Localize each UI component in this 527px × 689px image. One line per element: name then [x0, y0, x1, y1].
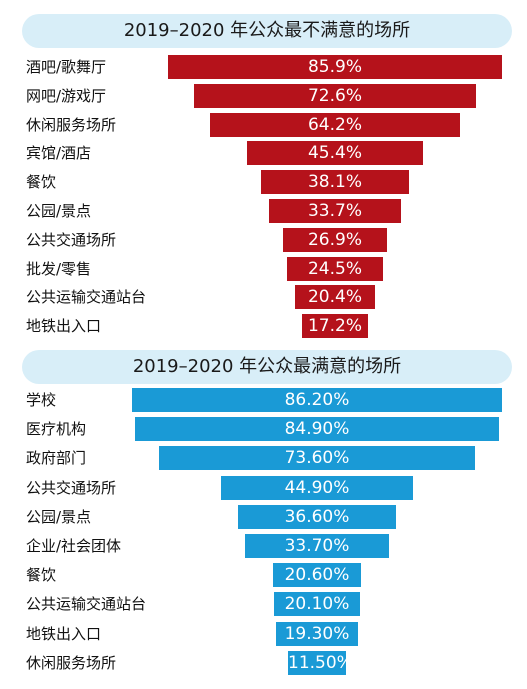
bar: 26.9%	[282, 227, 388, 252]
bar: 17.2%	[301, 314, 369, 339]
category-label: 宾馆/酒店	[26, 144, 92, 163]
category-label: 休闲服务场所	[26, 653, 117, 672]
category-label: 公共运输交通站台	[26, 595, 147, 614]
category-label: 公园/景点	[26, 507, 92, 526]
category-label: 地铁出入口	[26, 624, 102, 643]
bar: 85.9%	[168, 55, 502, 79]
bar: 20.60%	[272, 563, 362, 588]
chart-title: 2019–2020 年公众最满意的场所	[22, 350, 512, 384]
category-label: 公共交通场所	[26, 230, 117, 249]
category-label: 餐饮	[26, 566, 57, 585]
bar: 24.5%	[287, 256, 383, 281]
bar: 33.7%	[269, 199, 401, 223]
bar: 72.6%	[193, 83, 477, 108]
category-label: 休闲服务场所	[26, 115, 117, 134]
bar: 73.60%	[159, 446, 475, 471]
bar: 20.10%	[273, 592, 361, 617]
category-label: 地铁出入口	[26, 317, 102, 336]
category-label: 企业/社会团体	[26, 537, 122, 555]
bar: 38.1%	[260, 170, 410, 195]
category-label: 政府部门	[26, 449, 87, 468]
category-label: 公共交通场所	[26, 478, 117, 497]
category-label: 网吧/游戏厅	[26, 86, 107, 105]
bar: 19.30%	[275, 621, 359, 646]
category-label: 餐饮	[26, 173, 57, 192]
bar: 36.60%	[238, 504, 396, 529]
bar: 45.4%	[246, 141, 424, 166]
bar: 11.50%	[288, 650, 353, 675]
category-label: 学校	[26, 391, 57, 409]
bar: 84.90%	[134, 417, 500, 442]
bar: 20.4%	[295, 285, 375, 310]
category-label: 医疗机构	[26, 420, 87, 439]
category-label: 公园/景点	[26, 202, 92, 220]
bar: 44.90%	[220, 475, 414, 500]
bar: 64.2%	[210, 112, 460, 137]
bar: 86.20%	[132, 388, 502, 412]
bar: 33.70%	[244, 534, 390, 558]
category-label: 酒吧/歌舞厅	[26, 58, 107, 76]
chart-title: 2019–2020 年公众最不满意的场所	[22, 14, 512, 48]
category-label: 公共运输交通站台	[26, 288, 147, 307]
category-label: 批发/零售	[26, 259, 92, 278]
